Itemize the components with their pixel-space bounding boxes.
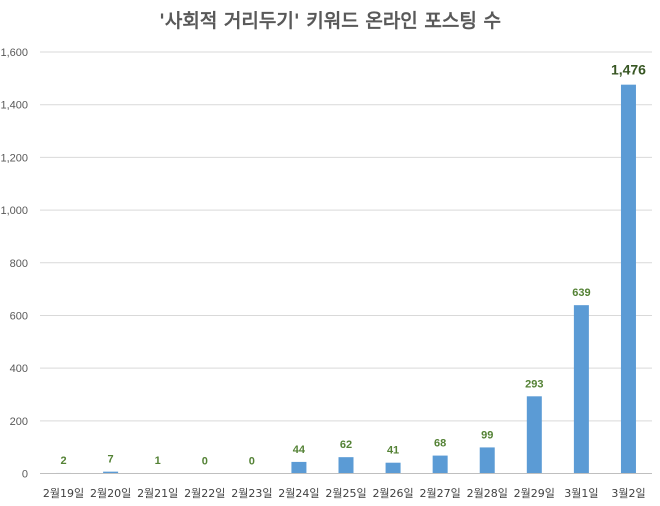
x-tick-label: 3월1일: [564, 486, 598, 500]
y-tick-label: 0: [22, 469, 28, 481]
x-tick-label: 2월20일: [90, 486, 131, 500]
y-tick-label: 1,000: [0, 205, 28, 217]
data-label: 293: [525, 378, 543, 390]
x-tick-label: 2월23일: [231, 486, 272, 500]
bar: [385, 462, 401, 474]
y-tick-label: 400: [10, 363, 28, 375]
x-tick-label: 2월22일: [184, 486, 225, 500]
y-tick-label: 600: [10, 310, 28, 322]
x-axis-tick-labels: 2월19일 2월20일 2월21일 2월22일 2월23일 2월24일 2월25일 2월26일…: [43, 486, 646, 500]
data-labels: 2 7 1 0 0 44 62 41 68 99 293 639 1,476: [60, 62, 646, 468]
x-tick-label: 2월24일: [278, 486, 319, 500]
data-label: 44: [293, 444, 306, 456]
x-tick-label: 2월29일: [514, 486, 555, 500]
x-tick-label: 2월21일: [137, 486, 178, 500]
data-label: 639: [572, 287, 590, 299]
bars: [56, 84, 636, 474]
y-tick-label: 200: [10, 416, 28, 428]
data-label: 62: [340, 439, 352, 451]
y-tick-label: 1,200: [0, 152, 28, 164]
bar: [432, 455, 448, 474]
bar: [338, 457, 354, 474]
data-label: 1,476: [611, 62, 646, 78]
x-tick-label: 2월25일: [325, 486, 366, 500]
gridlines: [40, 51, 652, 422]
bar: [573, 305, 589, 474]
data-label: 0: [249, 456, 255, 468]
y-tick-label: 1,400: [0, 100, 28, 112]
bar: [526, 396, 542, 474]
x-tick-label: 2월26일: [372, 486, 413, 500]
data-label: 0: [202, 456, 208, 468]
y-axis-tick-labels: 0 200 400 600 800 1,000 1,200 1,400 1,600: [0, 47, 28, 481]
y-tick-label: 800: [10, 258, 28, 270]
y-tick-label: 1,600: [0, 47, 28, 59]
chart-title: '사회적 거리두기' 키워드 온라인 포스팅 수: [159, 10, 501, 32]
data-label: 2: [60, 455, 66, 467]
data-label: 7: [108, 454, 114, 466]
x-tick-label: 2월27일: [420, 486, 461, 500]
bar: [479, 447, 495, 474]
x-tick-label: 2월28일: [467, 486, 508, 500]
data-label: 1: [155, 455, 161, 467]
x-tick-label: 3월2일: [611, 486, 645, 500]
bar: [291, 461, 307, 474]
bar: [620, 84, 636, 474]
x-tick-label: 2월19일: [43, 486, 84, 500]
data-label: 99: [481, 429, 493, 441]
bar: [103, 471, 119, 474]
data-label: 41: [387, 445, 399, 457]
data-label: 68: [434, 438, 446, 450]
